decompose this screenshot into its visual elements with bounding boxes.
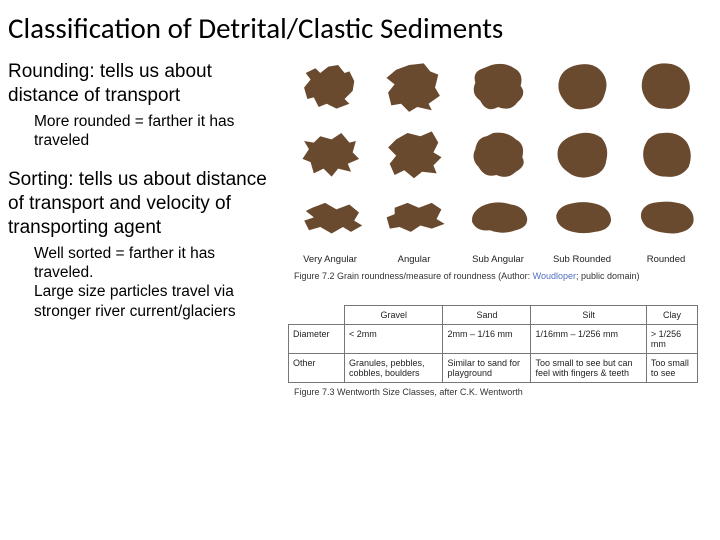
main-container: Rounding: tells us about distance of tra… — [0, 50, 720, 407]
grain-roundness-figure: Very AngularAngularSub AngularSub Rounde… — [288, 54, 708, 281]
grain-shape — [624, 54, 708, 118]
grain-shape — [456, 122, 540, 186]
grain-label: Sub Rounded — [540, 254, 624, 265]
table-header-cell: Clay — [646, 306, 697, 325]
grain-shape — [456, 54, 540, 118]
grain-shape — [372, 190, 456, 248]
table-cell: Too small to see but can feel with finge… — [531, 354, 646, 383]
grain-shape — [540, 190, 624, 248]
grain-shape — [540, 122, 624, 186]
table-cell: Diameter — [289, 325, 345, 354]
grain-shape — [372, 54, 456, 118]
rounding-sub: More rounded = farther it has traveled — [8, 112, 278, 151]
table-header-cell: Sand — [443, 306, 531, 325]
table-row: OtherGranules, pebbles, cobbles, boulder… — [289, 354, 698, 383]
grain-label: Rounded — [624, 254, 708, 265]
wentworth-size-table: GravelSandSiltClay Diameter< 2mm2mm – 1/… — [288, 305, 698, 383]
figure-7-2-caption: Figure 7.2 Grain roundness/measure of ro… — [288, 271, 708, 281]
grain-shape — [288, 54, 372, 118]
figure-7-3-caption: Figure 7.3 Wentworth Size Classes, after… — [288, 387, 712, 397]
table-header-cell: Silt — [531, 306, 646, 325]
grain-row — [288, 122, 708, 186]
grain-shape — [624, 190, 708, 248]
table-cell: < 2mm — [345, 325, 443, 354]
table-header-cell — [289, 306, 345, 325]
grain-label: Very Angular — [288, 254, 372, 265]
grain-row — [288, 54, 708, 118]
grain-shape — [288, 122, 372, 186]
text-column: Rounding: tells us about distance of tra… — [8, 60, 288, 397]
grain-labels: Very AngularAngularSub AngularSub Rounde… — [288, 254, 708, 265]
page-title: Classification of Detrital/Clastic Sedim… — [0, 0, 720, 50]
rounding-heading: Rounding: tells us about distance of tra… — [8, 60, 278, 108]
table-cell: Similar to sand for playground — [443, 354, 531, 383]
grain-label: Sub Angular — [456, 254, 540, 265]
table-cell: Granules, pebbles, cobbles, boulders — [345, 354, 443, 383]
table-cell: > 1/256 mm — [646, 325, 697, 354]
table-header-cell: Gravel — [345, 306, 443, 325]
table-cell: Too small to see — [646, 354, 697, 383]
sorting-heading: Sorting: tells us about distance of tran… — [8, 168, 278, 239]
grain-shape — [624, 122, 708, 186]
grain-shape — [540, 54, 624, 118]
table-row: Diameter< 2mm2mm – 1/16 mm1/16mm – 1/256… — [289, 325, 698, 354]
sorting-sub: Well sorted = farther it has traveled. L… — [8, 244, 278, 322]
table-cell: 2mm – 1/16 mm — [443, 325, 531, 354]
table-cell: Other — [289, 354, 345, 383]
table-cell: 1/16mm – 1/256 mm — [531, 325, 646, 354]
grain-row — [288, 190, 708, 248]
grain-shape — [456, 190, 540, 248]
grain-label: Angular — [372, 254, 456, 265]
grain-shape — [288, 190, 372, 248]
figure-column: Very AngularAngularSub AngularSub Rounde… — [288, 60, 712, 397]
grain-shape — [372, 122, 456, 186]
